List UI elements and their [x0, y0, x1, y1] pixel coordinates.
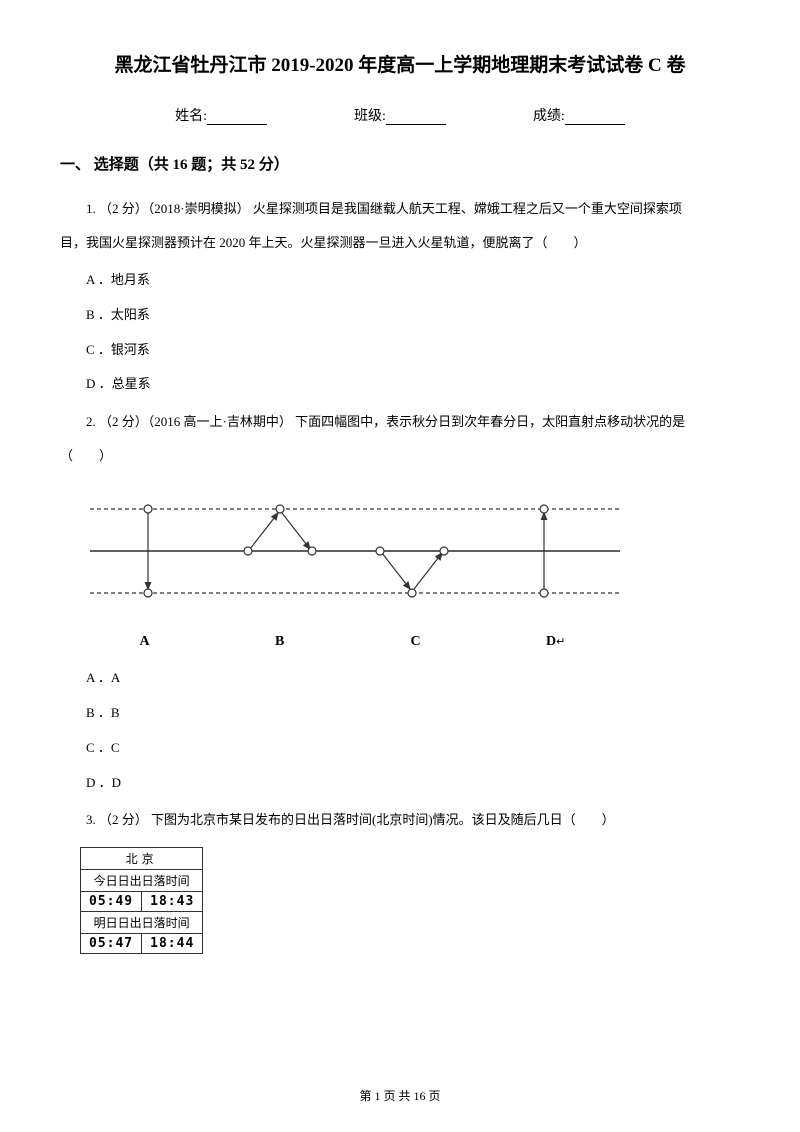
q1-option-b: B ．太阳系	[86, 305, 740, 326]
bj-row3: 明日日出日落时间	[81, 912, 203, 934]
page-title: 黑龙江省牡丹江市 2019-2020 年度高一上学期地理期末考试试卷 C 卷	[60, 50, 740, 77]
q2-option-b: B ．B	[86, 703, 740, 724]
label-d: D↵	[546, 634, 565, 650]
q2-option-d: D ．D	[86, 773, 740, 794]
q2-diagram	[90, 489, 740, 624]
info-row: 姓名: 班级: 成绩:	[60, 105, 740, 125]
q3-stem: 3. （2 分） 下图为北京市某日发布的日出日落时间(北京时间)情况。该日及随后…	[60, 807, 740, 833]
bj-today-rise: 05:49	[81, 892, 142, 912]
class-label: 班级:	[354, 109, 386, 124]
bj-title: 北京	[81, 848, 203, 870]
name-blank	[207, 111, 267, 125]
score-blank	[565, 111, 625, 125]
name-label: 姓名:	[175, 109, 207, 124]
bj-tomorrow-rise: 05:47	[81, 934, 142, 954]
q1-stem-line1: 1. （2 分）（2018·崇明模拟） 火星探测项目是我国继载人航天工程、嫦娥工…	[60, 196, 740, 222]
class-blank	[386, 111, 446, 125]
q1-option-a: A ．地月系	[86, 270, 740, 291]
bj-tomorrow-set: 18:44	[142, 934, 203, 954]
bj-row1: 今日日出日落时间	[81, 870, 203, 892]
bj-today-set: 18:43	[142, 892, 203, 912]
label-b: B	[275, 634, 407, 650]
q1-option-c: C ．银河系	[86, 340, 740, 361]
page-footer: 第 1 页 共 16 页	[0, 1087, 800, 1104]
label-a: A	[140, 634, 272, 650]
q2-option-c: C ．C	[86, 738, 740, 759]
q1-option-d: D ．总星系	[86, 374, 740, 395]
q2-stem-line2: （ ）	[60, 443, 740, 469]
q2-option-a: A ．A	[86, 668, 740, 689]
q1-stem-line2: 目，我国火星探测器预计在 2020 年上天。火星探测器一旦进入火星轨道，便脱离了…	[60, 230, 740, 256]
beijing-table: 北京 今日日出日落时间 05:49 18:43 明日日出日落时间 05:47 1…	[80, 847, 203, 954]
score-label: 成绩:	[533, 109, 565, 124]
label-c: C	[411, 634, 543, 650]
section-header: 一、 选择题（共 16 题；共 52 分）	[60, 153, 740, 174]
q2-diagram-labels: A B C D↵	[90, 634, 740, 650]
q2-stem-line1: 2. （2 分）（2016 高一上·吉林期中） 下面四幅图中，表示秋分日到次年春…	[60, 409, 740, 435]
